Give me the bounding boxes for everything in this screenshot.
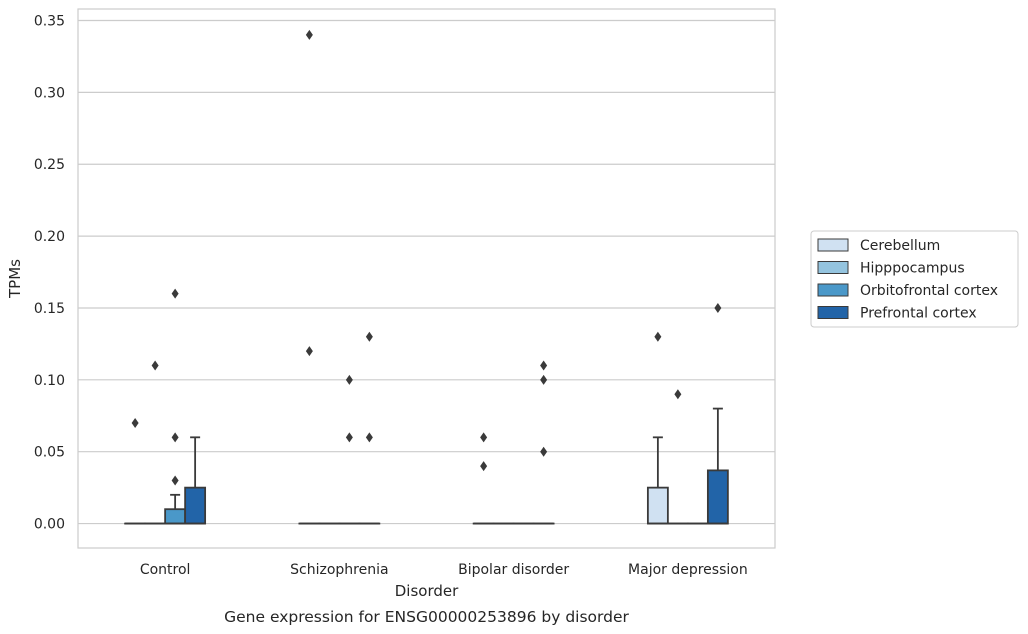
outlier-point: [540, 446, 548, 457]
y-tick-label: 0.25: [34, 157, 65, 173]
box: [706, 469, 729, 525]
outlier-point: [365, 331, 373, 342]
y-tick-label: 0.10: [34, 373, 65, 389]
legend-label: Orbitofrontal cortex: [860, 283, 998, 299]
legend-swatch: [817, 238, 849, 252]
legend-item: Hipppocampus: [817, 261, 965, 277]
box-group: [124, 288, 207, 525]
outlier-point: [305, 29, 313, 40]
y-tick-label: 0.20: [34, 229, 65, 245]
box: [164, 508, 187, 525]
outlier-point: [480, 432, 488, 443]
outlier-point: [131, 417, 139, 428]
box-group: [646, 302, 729, 525]
outlier-point: [171, 475, 179, 486]
outlier-point: [654, 331, 662, 342]
x-tick-label: Schizophrenia: [290, 562, 388, 578]
box-groups: [124, 29, 729, 525]
outlier-point: [171, 432, 179, 443]
outlier-point: [540, 374, 548, 385]
outlier-point: [171, 288, 179, 299]
legend-item: Orbitofrontal cortex: [817, 283, 998, 299]
legend-swatch: [817, 261, 849, 274]
box-group: [298, 29, 381, 525]
legend: Cerebellum Hipppocampus Orbitofrontal cort…: [810, 230, 1019, 328]
box: [646, 486, 669, 525]
legend-swatch: [817, 306, 849, 319]
outlier-point: [540, 360, 548, 371]
outlier-point: [151, 360, 159, 371]
y-tick-label: 0.15: [34, 301, 65, 317]
x-axis-label: Disorder: [395, 582, 459, 600]
legend-swatch: [817, 283, 849, 297]
x-tick-labels: Control Schizophrenia Bipolar disorder Majo…: [140, 562, 748, 578]
x-tick-label: Bipolar disorder: [458, 562, 569, 578]
y-tick-labels: 0.00 0.05 0.10 0.15 0.20 0.25 0.30 0.35: [34, 13, 65, 532]
legend-label: Prefrontal cortex: [860, 306, 977, 322]
x-tick-label: Major depression: [628, 562, 748, 578]
y-tick-label: 0.00: [34, 517, 65, 533]
y-axis-label: TPMs: [6, 259, 24, 299]
outlier-point: [305, 346, 313, 357]
y-tick-label: 0.30: [34, 85, 65, 101]
outlier-point: [480, 461, 488, 472]
legend-label: Hipppocampus: [860, 261, 965, 277]
outlier-point: [345, 432, 353, 443]
outlier-point: [674, 389, 682, 400]
legend-frame: [810, 230, 1019, 328]
y-tick-label: 0.05: [34, 445, 65, 461]
outlier-point: [714, 302, 722, 313]
legend-item: Cerebellum: [817, 238, 940, 254]
legend-item: Prefrontal cortex: [817, 306, 977, 322]
y-tick-label: 0.35: [34, 13, 65, 29]
outlier-point: [345, 374, 353, 385]
box-group: [472, 360, 555, 525]
legend-label: Cerebellum: [860, 238, 940, 254]
x-tick-label: Control: [140, 562, 191, 578]
box: [184, 486, 207, 525]
plot-frame: [77, 8, 776, 549]
outlier-point: [365, 432, 373, 443]
gridlines: [78, 19, 775, 525]
figure-caption: Gene expression for ENSG00000253896 by d…: [224, 608, 629, 626]
